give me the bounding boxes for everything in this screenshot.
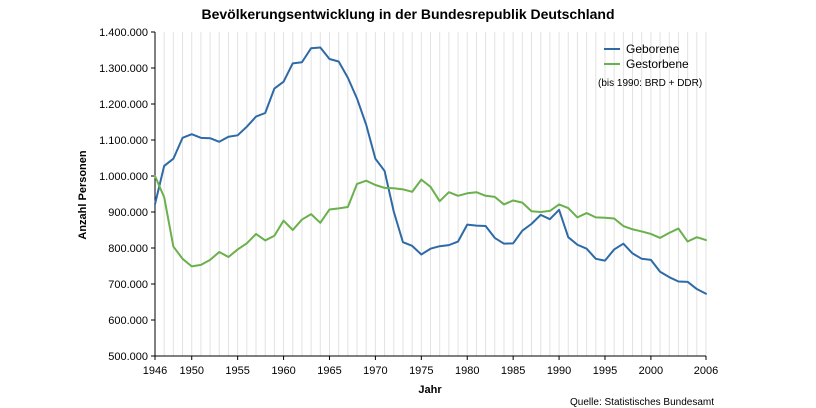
series-line-geborene <box>154 46 707 295</box>
y-tick-label: 600.000 <box>108 315 148 327</box>
x-tick-label: 1955 <box>225 365 249 377</box>
x-tick-labels: 1946 1950 1955 1960 1965 1970 1975 1980 1985 1990… <box>143 365 718 377</box>
y-tick-label: 700.000 <box>108 279 148 291</box>
x-tick-label: 1965 <box>317 365 341 377</box>
y-tick-label: 1.100.000 <box>99 135 148 147</box>
source-note: Quelle: Statistisches Bundesamt <box>570 397 714 408</box>
x-tick-label: 2006 <box>694 365 718 377</box>
legend-label-geborene: Geborene <box>626 42 680 56</box>
y-tick-label: 1.000.000 <box>99 171 148 183</box>
x-tick-label: 2000 <box>639 365 663 377</box>
y-tick-label: 1.300.000 <box>99 63 148 75</box>
x-axis-label: Jahr <box>418 384 442 396</box>
x-tick-label: 1946 <box>143 365 167 377</box>
grid <box>163 32 707 356</box>
legend: Geborene Gestorbene (bis 1990: BRD + DDR… <box>598 42 702 89</box>
x-tick-label: 1980 <box>455 365 479 377</box>
y-tick-label: 1.400.000 <box>99 27 148 39</box>
y-tick-labels: 500.000 600.000 700.000 800.000 900.000 1.000… <box>99 27 148 363</box>
axes <box>151 31 707 360</box>
y-tick-label: 900.000 <box>108 207 148 219</box>
y-tick-label: 1.200.000 <box>99 99 148 111</box>
series-lines <box>154 46 707 295</box>
chart-title: Bevölkerungsentwicklung in der Bundesrep… <box>201 6 614 22</box>
y-tick-label: 500.000 <box>108 351 148 363</box>
legend-note: (bis 1990: BRD + DDR) <box>598 78 702 89</box>
x-tick-label: 1950 <box>179 365 203 377</box>
x-tick-label: 1995 <box>593 365 617 377</box>
series-line-gestorbene <box>154 175 707 268</box>
y-tick-label: 800.000 <box>108 243 148 255</box>
x-tick-label: 1970 <box>363 365 387 377</box>
x-tick-label: 1960 <box>271 365 295 377</box>
x-tick-label: 1975 <box>409 365 433 377</box>
y-axis-label: Anzahl Personen <box>77 150 89 240</box>
legend-label-gestorbene: Gestorbene <box>626 57 689 71</box>
x-tick-label: 1990 <box>547 365 571 377</box>
x-tick-label: 1985 <box>501 365 525 377</box>
